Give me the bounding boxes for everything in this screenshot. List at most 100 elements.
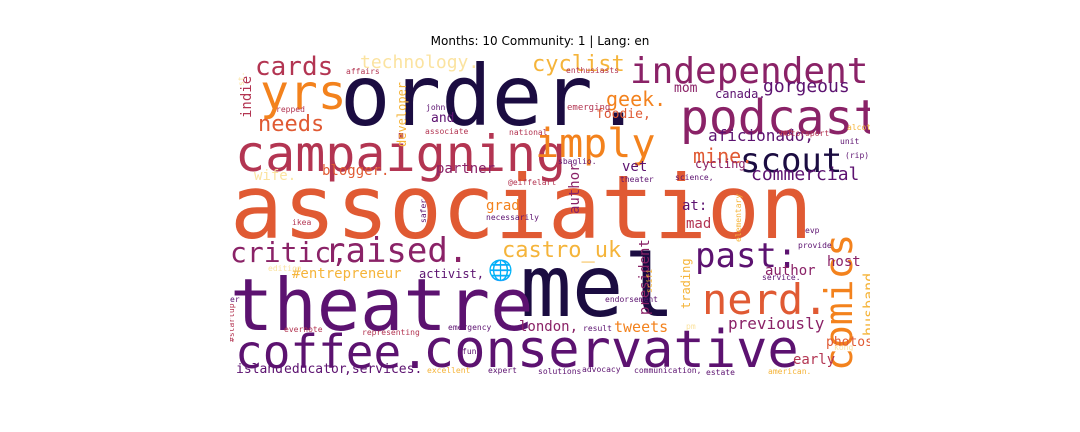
cloud-word: evernote xyxy=(284,325,323,334)
cloud-word: repped xyxy=(276,105,305,114)
cloud-word: representing xyxy=(362,328,420,337)
cloud-word: independent xyxy=(630,54,869,92)
cloud-word: advocacy xyxy=(582,365,621,374)
word-cloud: order. association mel theatre conservative c… xyxy=(230,54,870,380)
cloud-word: #entrepreneur xyxy=(292,266,402,282)
cloud-word: affairs xyxy=(346,67,380,76)
cloud-word: scout xyxy=(740,141,843,181)
cloud-word: national xyxy=(509,128,548,137)
cloud-word: motorsport xyxy=(781,129,830,138)
cloud-word: vet xyxy=(622,159,648,175)
cloud-word: gorgeous xyxy=(763,76,850,97)
cloud-word: wife. xyxy=(254,168,297,184)
cloud-word: 🌐 xyxy=(488,258,513,282)
cloud-word: emergency xyxy=(448,323,492,332)
cloud-word: critic, xyxy=(230,236,349,269)
cloud-word: trading xyxy=(679,258,693,310)
cloud-word: theater xyxy=(620,175,654,184)
cloud-word: estate xyxy=(706,368,735,377)
cloud-word: canada. xyxy=(715,87,766,101)
cloud-word: pm xyxy=(686,322,696,331)
cloud-word: photos xyxy=(826,335,870,350)
cloud-word: scifi xyxy=(645,268,654,293)
cloud-word: castro_uk xyxy=(502,238,622,263)
cloud-word: unit xyxy=(840,137,860,146)
cloud-word: geek. xyxy=(606,87,667,111)
cloud-word: yrs xyxy=(260,65,347,121)
cloud-word: past: xyxy=(695,236,798,276)
cloud-word: foodie, xyxy=(596,107,651,122)
cloud-word: edition xyxy=(268,264,302,273)
cloud-word: at: xyxy=(682,198,708,214)
cloud-word: cyclist xyxy=(532,54,625,77)
cloud-word: previously xyxy=(728,314,825,333)
cloud-word: nerd. xyxy=(702,275,829,324)
cloud-word: ,services. xyxy=(344,362,423,377)
cloud-word: raised. xyxy=(325,231,469,271)
cloud-word: grad xyxy=(486,198,520,214)
cloud-word: evp xyxy=(805,226,820,235)
cloud-word: activist, xyxy=(419,267,485,281)
cloud-word: campaigning xyxy=(235,125,567,183)
cloud-word: cards xyxy=(255,54,334,82)
cloud-word: #startup xyxy=(230,303,236,343)
cloud-word: london, xyxy=(519,319,579,335)
cloud-word: and xyxy=(431,111,455,126)
cloud-word: commercial xyxy=(751,164,860,185)
cloud-word: science, xyxy=(675,173,714,182)
cloud-word: provide xyxy=(798,241,832,250)
cloud-word: coffee. xyxy=(235,325,429,379)
cloud-word: order. xyxy=(340,54,644,145)
cloud-word: expert xyxy=(488,366,517,375)
cloud-word: endorsement xyxy=(605,295,658,304)
cloud-word: @eiffelart xyxy=(508,178,557,187)
cloud-word: kong xyxy=(834,343,854,352)
cloud-word: cycling xyxy=(695,157,746,171)
cloud-word: podcast xyxy=(680,90,870,146)
cloud-word: island xyxy=(236,362,283,377)
cloud-word: necessarily xyxy=(486,213,539,222)
cloud-word: conservative xyxy=(423,320,799,380)
cloud-word: association xyxy=(230,156,813,259)
cloud-word: sbaglio. xyxy=(558,157,597,166)
cloud-word: mine. xyxy=(693,144,754,168)
cloud-word: elementary xyxy=(734,193,743,242)
cloud-word: early xyxy=(793,352,836,368)
cloud-word: developer xyxy=(395,81,409,147)
cloud-word: educator xyxy=(284,362,347,377)
cloud-word: blogger. xyxy=(322,163,390,179)
cloud-word: communication, xyxy=(634,366,702,375)
chart-title: Months: 10 Community: 1 | Lang: en xyxy=(430,34,650,48)
cloud-word: st. xyxy=(237,71,246,87)
cloud-word: husband, xyxy=(860,263,870,336)
cloud-word: mom xyxy=(674,81,698,96)
cloud-word: result xyxy=(583,324,612,333)
cloud-word: safer xyxy=(419,198,428,223)
cloud-word: vet xyxy=(778,128,793,137)
cloud-word: enthusiasts xyxy=(566,66,619,75)
cloud-word: mel xyxy=(520,237,676,337)
cloud-word: american. xyxy=(768,367,812,376)
cloud-word: host xyxy=(827,254,861,270)
cloud-word: author xyxy=(765,263,816,279)
cloud-word: emerging xyxy=(567,103,611,113)
cloud-word: (rip), xyxy=(845,151,870,160)
cloud-word: associate xyxy=(425,127,469,136)
cloud-word: imply xyxy=(535,121,656,167)
cloud-word: needs xyxy=(258,112,325,137)
cloud-word: partner xyxy=(436,161,496,177)
cloud-word: tweets xyxy=(614,318,669,336)
cloud-word: author xyxy=(567,163,583,215)
cloud-word: solutions xyxy=(538,367,582,376)
cloud-word: er xyxy=(230,295,240,304)
cloud-word: ikea xyxy=(292,218,312,227)
cloud-word: alcot xyxy=(847,123,870,132)
cloud-word: excellent xyxy=(427,366,471,375)
cloud-word: technology. xyxy=(360,54,480,73)
cloud-word: mad xyxy=(686,216,712,232)
cloud-word: theatre xyxy=(230,263,534,347)
cloud-word: john xyxy=(426,103,446,112)
cloud-word: aficionado, xyxy=(708,126,814,145)
cloud-word: service. xyxy=(762,273,801,282)
cloud-word: fun. xyxy=(462,347,482,356)
